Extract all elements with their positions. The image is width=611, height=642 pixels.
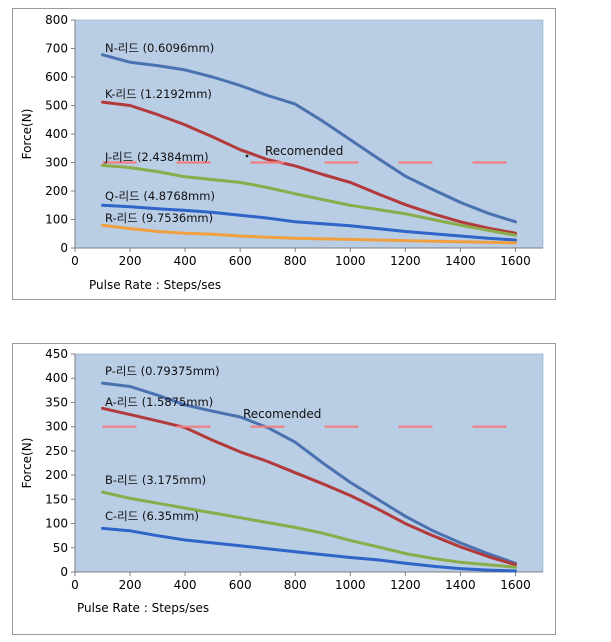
- chart-1-series-line-3: [101, 163, 517, 237]
- chart-1-x-tick-label: 1600: [500, 254, 531, 268]
- chart-2-y-tick-label: 150: [45, 492, 68, 506]
- chart-1-x-tick-label: 800: [284, 254, 307, 268]
- chart-2-y-tick-label: 100: [45, 517, 68, 531]
- chart-1-reference-marker: [245, 154, 249, 158]
- chart-1-y-tick-label: 800: [45, 13, 68, 27]
- chart-1-series-label-3: J-리드 (2.4384mm): [104, 150, 209, 164]
- chart-1-series-line-1: [101, 53, 517, 224]
- chart-1-x-tick-label: 200: [119, 254, 142, 268]
- chart-2-x-tick-label: 1600: [500, 578, 531, 592]
- chart-1-x-axis-title: Pulse Rate : Steps/ses: [89, 278, 221, 292]
- chart-2-x-tick-label: 600: [229, 578, 252, 592]
- chart-2-y-tick-label: 0: [60, 565, 68, 579]
- chart-2-series-line-1: [101, 381, 517, 565]
- chart-2-x-tick-label: 0: [71, 578, 79, 592]
- chart-1-x-tick-label: 1400: [445, 254, 476, 268]
- chart-2-reference-label: Recomended: [243, 407, 321, 421]
- chart-2-x-tick-label: 800: [284, 578, 307, 592]
- chart-2-y-tick-label: 400: [45, 371, 68, 385]
- chart-panel-2: 0 50 100 150 200 250 300 350 400 450 0 200 400 600 800…: [12, 343, 556, 635]
- chart-1-x-tick-label: 400: [174, 254, 197, 268]
- chart-2-y-tick-label: 300: [45, 420, 68, 434]
- chart-2-y-tick-label: 450: [45, 347, 68, 361]
- chart-1-series-line-5: [101, 223, 517, 245]
- chart-2-series-label-3: B-리드 (3.175mm): [105, 473, 206, 487]
- chart-1-plot-area: [74, 19, 544, 249]
- chart-1-y-tick-label: 700: [45, 42, 68, 56]
- chart-1-x-tick-label: 600: [229, 254, 252, 268]
- chart-2-svg: 0 50 100 150 200 250 300 350 400 450 0 200 400 600 800…: [20, 347, 544, 615]
- chart-1-y-tick-label: 500: [45, 99, 68, 113]
- chart-2-x-tick-label: 200: [119, 578, 142, 592]
- chart-1-series-label-5: R-리드 (9.7536mm): [105, 211, 213, 225]
- chart-2-x-axis-title: Pulse Rate : Steps/ses: [77, 601, 209, 615]
- chart-1-series-label-4: Q-리드 (4.8768mm): [105, 189, 215, 203]
- chart-2-y-tick-label: 50: [53, 541, 68, 555]
- chart-1-y-tick-label: 600: [45, 70, 68, 84]
- chart-2-x-tick-label: 1000: [335, 578, 366, 592]
- chart-1-y-tick-label: 300: [45, 156, 68, 170]
- chart-2-series-line-2: [101, 406, 517, 567]
- chart-1-x-tick-label: 0: [71, 254, 79, 268]
- chart-1-reference-label: Recomended: [265, 144, 343, 158]
- chart-2-x-tick-label: 400: [174, 578, 197, 592]
- chart-2-x-tick-label: 1400: [445, 578, 476, 592]
- chart-1-series-line-2: [101, 100, 517, 235]
- chart-2-y-tick-label: 350: [45, 395, 68, 409]
- chart-1-y-tick-label: 100: [45, 213, 68, 227]
- chart-2-series-label-1: P-리드 (0.79375mm): [105, 364, 220, 378]
- chart-1-series-label-1: N-리드 (0.6096mm): [105, 41, 214, 55]
- chart-1-svg: 0 100 200 300 400 500 600 700 800 0 200 400 600 800 10…: [20, 13, 544, 292]
- chart-2-series-label-4: C-리드 (6.35mm): [105, 509, 199, 523]
- chart-1-y-axis-title: Force(N): [20, 109, 34, 160]
- chart-2-series-line-3: [101, 490, 517, 569]
- chart-1-y-tick-label: 400: [45, 127, 68, 141]
- chart-2-x-tick-label: 1200: [390, 578, 421, 592]
- chart-1-y-tick-label: 200: [45, 184, 68, 198]
- chart-2-y-tick-label: 200: [45, 468, 68, 482]
- chart-2-plot-area: [74, 353, 544, 573]
- chart-1-series-label-2: K-리드 (1.2192mm): [105, 87, 212, 101]
- chart-2-series-label-2: A-리드 (1.5875mm): [105, 395, 213, 409]
- chart-2-y-axis-title: Force(N): [20, 438, 34, 489]
- chart-1-x-tick-label: 1000: [335, 254, 366, 268]
- chart-2-y-tick-label: 250: [45, 444, 68, 458]
- chart-1-series-line-4: [101, 203, 517, 242]
- chart-2-series-line-4: [101, 526, 517, 573]
- chart-panel-1: 0 100 200 300 400 500 600 700 800 0 200 400 600 800 10…: [12, 8, 556, 300]
- chart-1-y-tick-label: 0: [60, 241, 68, 255]
- chart-1-x-tick-label: 1200: [390, 254, 421, 268]
